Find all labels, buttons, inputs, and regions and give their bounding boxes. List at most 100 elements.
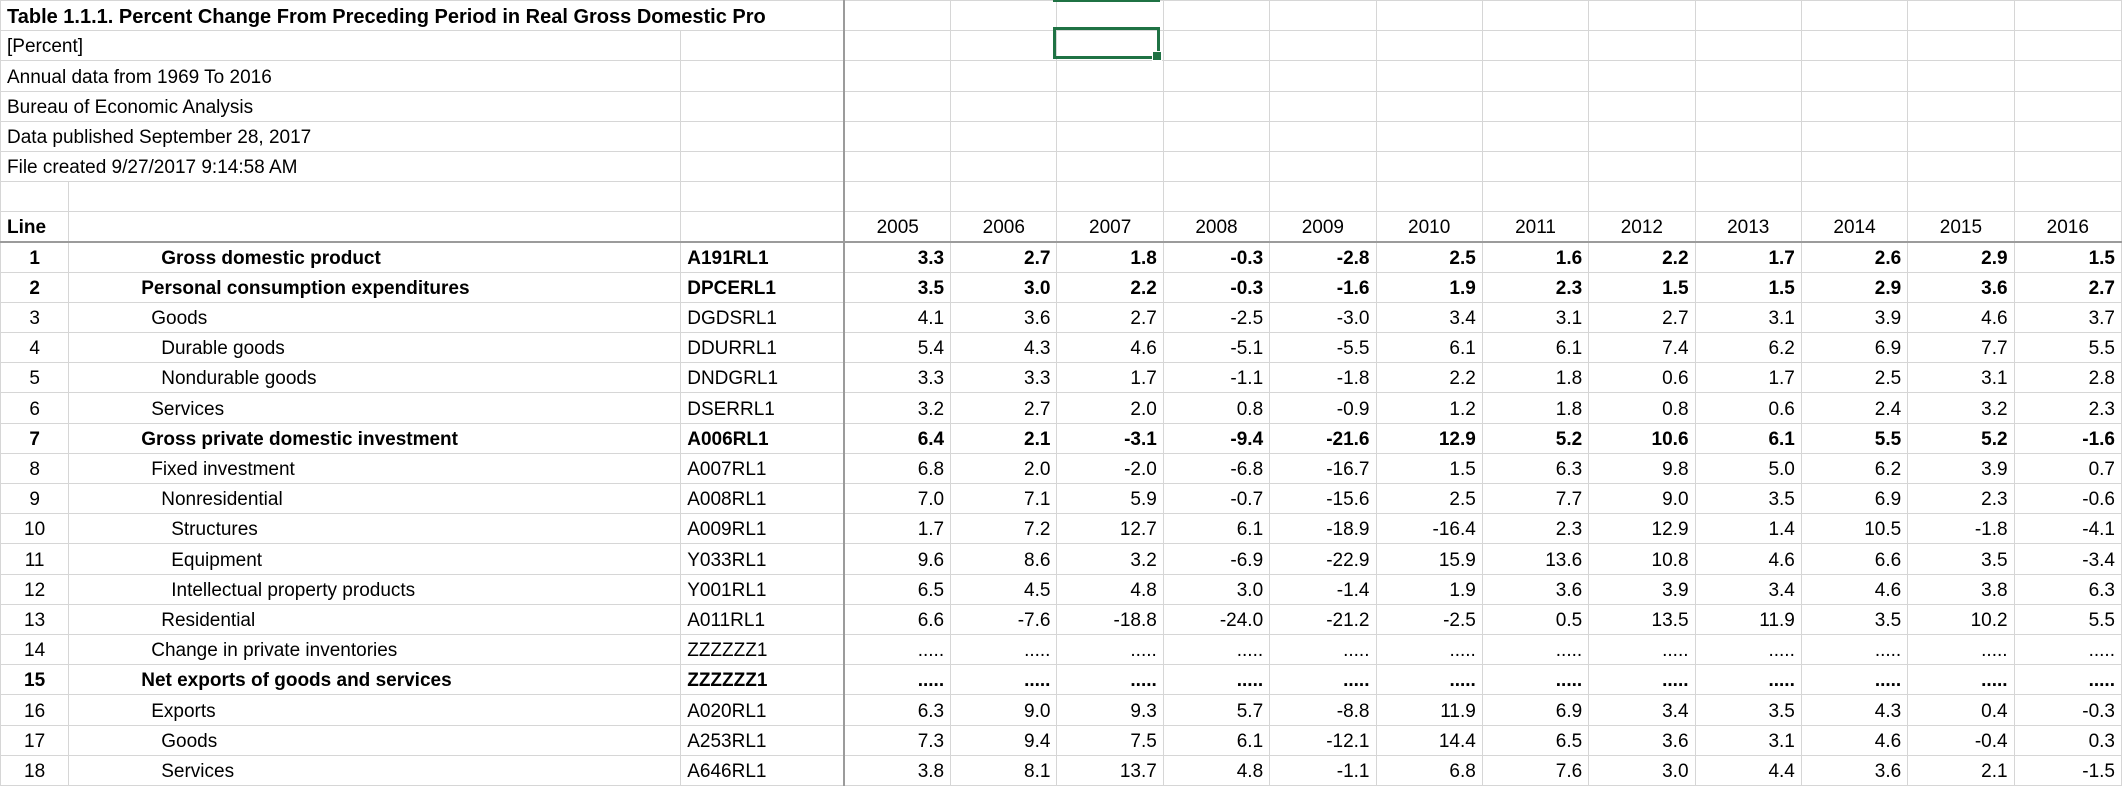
value-cell[interactable]: 3.3 [843, 362, 952, 394]
value-cell[interactable]: 1.5 [1375, 452, 1483, 485]
value-cell[interactable]: 7.5 [1056, 724, 1164, 756]
value-cell[interactable]: 11.9 [1694, 603, 1802, 635]
value-cell[interactable]: ..... [1481, 664, 1590, 696]
value-cell[interactable]: 2.7 [1056, 301, 1164, 334]
value-cell[interactable]: -9.4 [1162, 422, 1271, 454]
empty-cell[interactable] [1907, 120, 2015, 152]
empty-cell[interactable] [1694, 60, 1802, 92]
value-cell[interactable]: 3.9 [1907, 452, 2015, 485]
line-number[interactable]: 7 [0, 422, 70, 454]
value-cell[interactable]: ..... [950, 633, 1058, 666]
value-cell[interactable]: 3.4 [1375, 301, 1483, 334]
line-number[interactable]: 12 [0, 573, 70, 605]
value-cell[interactable]: -0.3 [2013, 694, 2122, 726]
value-cell[interactable]: ..... [1694, 633, 1802, 666]
value-cell[interactable]: 4.8 [1056, 573, 1164, 605]
line-number[interactable]: 1 [0, 241, 70, 273]
value-cell[interactable]: 10.5 [1800, 513, 1909, 545]
value-cell[interactable]: 4.8 [1162, 754, 1271, 786]
value-cell[interactable]: 6.5 [1481, 724, 1590, 756]
value-cell[interactable]: 0.7 [2013, 452, 2122, 485]
value-cell[interactable]: ..... [1907, 633, 2015, 666]
value-cell[interactable]: 3.6 [1800, 754, 1909, 786]
value-cell[interactable]: 13.5 [1588, 603, 1696, 635]
value-cell[interactable]: -1.8 [1907, 513, 2015, 545]
value-cell[interactable]: 6.1 [1162, 513, 1271, 545]
value-cell[interactable]: -0.7 [1162, 482, 1271, 515]
value-cell[interactable]: 10.2 [1907, 603, 2015, 635]
value-cell[interactable]: -0.9 [1269, 392, 1377, 424]
table-title[interactable]: Table 1.1.1. Percent Change From Precedi… [0, 0, 846, 32]
value-cell[interactable]: 0.6 [1694, 392, 1802, 424]
value-cell[interactable]: 5.5 [1800, 422, 1909, 454]
line-number[interactable]: 18 [0, 754, 70, 786]
value-cell[interactable]: 3.6 [950, 301, 1058, 334]
value-cell[interactable]: 9.0 [1588, 482, 1696, 515]
value-cell[interactable]: 7.7 [1481, 482, 1590, 515]
value-cell[interactable]: -0.4 [1907, 724, 2015, 756]
value-cell[interactable]: ..... [1056, 633, 1164, 666]
value-cell[interactable]: -3.0 [1269, 301, 1377, 334]
empty-cell[interactable] [1588, 181, 1696, 213]
row-label[interactable]: Nonresidential [68, 482, 682, 515]
empty-cell[interactable] [2013, 0, 2122, 32]
empty-cell[interactable] [1800, 181, 1909, 213]
empty-cell[interactable] [680, 211, 846, 244]
value-cell[interactable]: 4.3 [950, 332, 1058, 364]
value-cell[interactable]: 2.7 [950, 392, 1058, 424]
empty-cell[interactable] [950, 30, 1058, 62]
meta-text[interactable]: Annual data from 1969 To 2016 [0, 60, 682, 92]
line-number[interactable]: 14 [0, 633, 70, 666]
value-cell[interactable]: 9.8 [1588, 452, 1696, 485]
value-cell[interactable]: -5.5 [1269, 332, 1377, 364]
value-cell[interactable]: 5.7 [1162, 694, 1271, 726]
value-cell[interactable]: 6.8 [1375, 754, 1483, 786]
value-cell[interactable]: -12.1 [1269, 724, 1377, 756]
value-cell[interactable]: 3.0 [950, 271, 1058, 303]
row-label[interactable]: Gross private domestic investment [68, 422, 682, 454]
value-cell[interactable]: 11.9 [1375, 694, 1483, 726]
row-label[interactable]: Nondurable goods [68, 362, 682, 394]
value-cell[interactable]: 1.5 [2013, 241, 2122, 273]
value-cell[interactable]: ..... [1375, 664, 1483, 696]
empty-cell[interactable] [1907, 60, 2015, 92]
value-cell[interactable]: -7.6 [950, 603, 1058, 635]
empty-cell[interactable] [2013, 90, 2122, 122]
empty-cell[interactable] [1694, 30, 1802, 62]
value-cell[interactable]: 4.6 [1800, 724, 1909, 756]
value-cell[interactable]: 2.0 [1056, 392, 1164, 424]
value-cell[interactable]: -1.4 [1269, 573, 1377, 605]
value-cell[interactable]: 2.9 [1907, 241, 2015, 273]
line-number[interactable]: 3 [0, 301, 70, 334]
value-cell[interactable]: 2.3 [1481, 513, 1590, 545]
empty-cell[interactable] [1800, 90, 1909, 122]
empty-cell[interactable] [950, 0, 1058, 32]
empty-cell[interactable] [1588, 120, 1696, 152]
series-code[interactable]: DSERRL1 [680, 392, 846, 424]
value-cell[interactable]: -2.5 [1375, 603, 1483, 635]
year-header[interactable]: 2010 [1375, 211, 1483, 244]
value-cell[interactable]: 1.5 [1588, 271, 1696, 303]
value-cell[interactable]: 4.6 [1907, 301, 2015, 334]
value-cell[interactable]: 3.1 [1694, 301, 1802, 334]
series-code[interactable]: ZZZZZZ1 [680, 633, 846, 666]
empty-cell[interactable] [680, 181, 846, 213]
empty-cell[interactable] [1694, 120, 1802, 152]
value-cell[interactable]: 3.3 [950, 362, 1058, 394]
value-cell[interactable]: 3.5 [1907, 543, 2015, 575]
value-cell[interactable]: 1.7 [1694, 362, 1802, 394]
empty-cell[interactable] [950, 181, 1058, 213]
value-cell[interactable]: -16.7 [1269, 452, 1377, 485]
empty-cell[interactable] [1800, 0, 1909, 32]
empty-cell[interactable] [2013, 120, 2122, 152]
value-cell[interactable]: 2.3 [1907, 482, 2015, 515]
empty-cell[interactable] [1269, 60, 1377, 92]
value-cell[interactable]: 7.0 [843, 482, 952, 515]
empty-cell[interactable] [1375, 120, 1483, 152]
line-header[interactable]: Line [0, 211, 70, 244]
value-cell[interactable]: 2.7 [950, 241, 1058, 273]
value-cell[interactable]: -1.6 [2013, 422, 2122, 454]
empty-cell[interactable] [1481, 90, 1590, 122]
value-cell[interactable]: 5.5 [2013, 332, 2122, 364]
empty-cell[interactable] [1375, 90, 1483, 122]
